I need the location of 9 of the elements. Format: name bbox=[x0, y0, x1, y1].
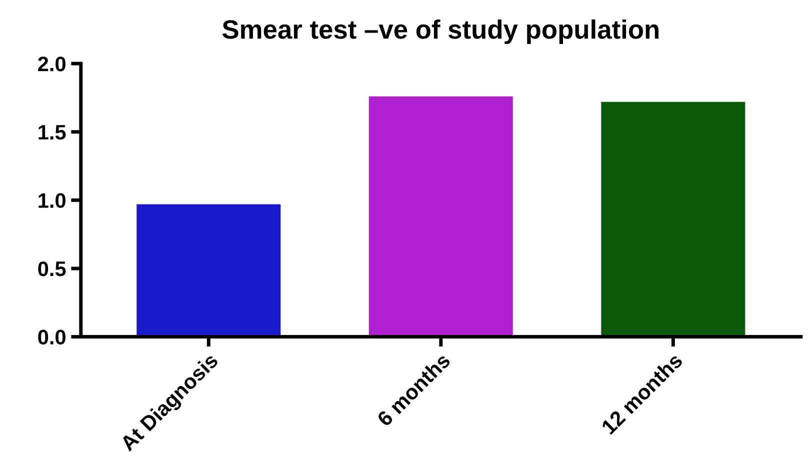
y-tick-label: 0.5 bbox=[38, 261, 66, 276]
y-tick-label: 1.5 bbox=[38, 125, 66, 140]
bar bbox=[136, 204, 281, 337]
bar bbox=[601, 102, 746, 337]
y-tick-label: 1.0 bbox=[38, 193, 66, 208]
chart-title: Smear test –ve of study population bbox=[222, 19, 659, 44]
y-tick-label: 2.0 bbox=[38, 56, 66, 72]
bar bbox=[368, 96, 513, 337]
y-tick-label: 0.0 bbox=[38, 330, 66, 345]
